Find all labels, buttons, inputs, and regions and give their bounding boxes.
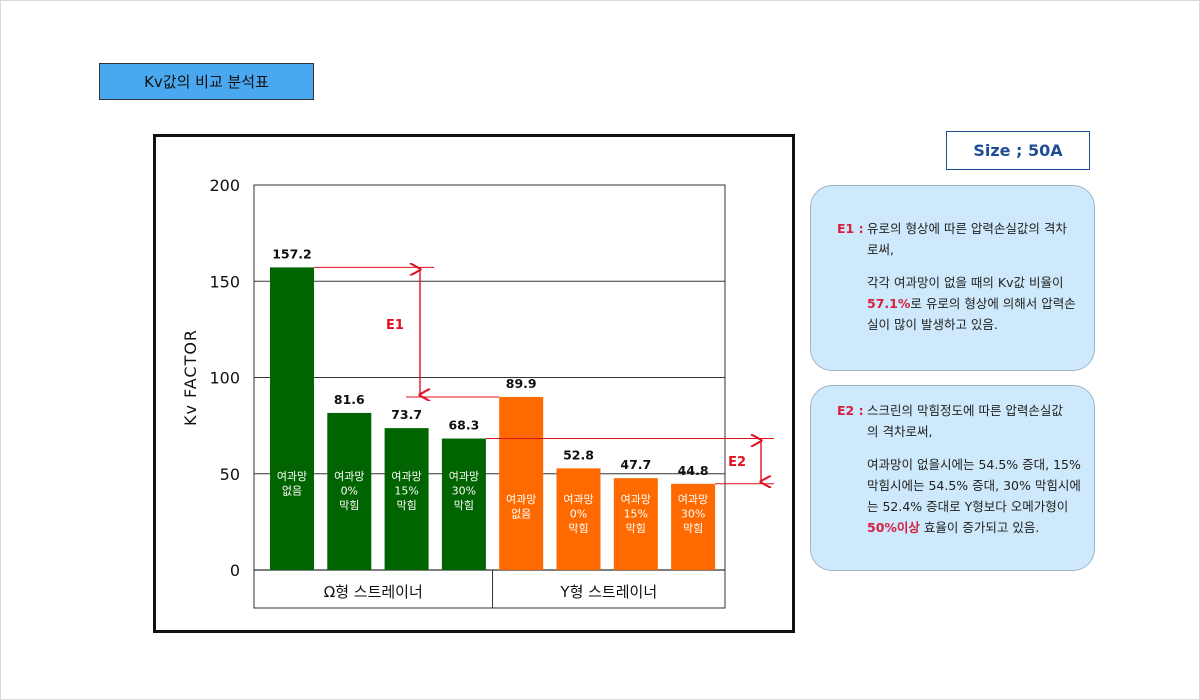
note-e1-header: E1 : 유로의 형상에 따른 압력손실값의 격차로써, [837,218,1072,260]
note-e2-body: 여과망이 없을시에는 54.5% 증대, 15% 막힘시에는 54.5% 증대,… [867,454,1082,538]
y-tick-label-0: 0 [230,561,240,580]
bar-category-label-7-2: 막힘 [683,522,703,535]
y-tick-label-2: 100 [209,369,240,388]
bar-value-label-2: 73.7 [391,407,422,422]
bar-2 [384,428,429,570]
bar-category-label-1-2: 막힘 [339,499,359,512]
bar-category-label-5-2: 막힘 [568,522,588,535]
note-e1-tag: E1 : [837,221,864,236]
e1-label: E1 [386,318,404,333]
bar-category-label-1-1: 0% [341,485,358,498]
bar-category-label-4-1: 없음 [511,508,531,521]
size-label-text: Size ; 50A [973,141,1063,160]
bar-category-label-3-1: 30% [452,485,476,498]
bar-4 [499,396,544,570]
bar-category-label-2-2: 막힘 [396,499,416,512]
note-e1-text-1: 각각 여과망이 없을 때의 Kv값 비율이 [867,275,1064,290]
group-label-0: Ω형 스트레이너 [324,583,423,601]
bar-category-label-5-0: 여과망 [563,493,593,506]
bar-value-label-0: 157.2 [272,246,312,261]
y-tick-label-1: 50 [220,465,240,484]
bar-category-label-1-0: 여과망 [334,470,364,483]
bar-5 [556,468,601,570]
bar-category-label-5-1: 0% [570,508,587,521]
bar-category-label-6-1: 15% [624,508,648,521]
bar-7 [671,483,716,570]
bar-category-label-0-1: 없음 [282,485,302,498]
bar-category-label-7-1: 30% [681,508,705,521]
bar-6 [613,478,658,570]
bar-category-label-3-2: 막힘 [454,499,474,512]
note-e2: E2 : 스크린의 막힘정도에 따른 압력손실값의 격차로써, 여과망이 없을시… [810,385,1095,571]
size-label: Size ; 50A [946,131,1090,170]
bar-category-label-6-2: 막힘 [626,522,646,535]
bar-category-label-2-0: 여과망 [391,470,421,483]
bar-0 [270,267,314,570]
y-tick-label-4: 200 [209,176,240,195]
bar-category-label-3-0: 여과망 [449,470,479,483]
page-title-text: Kv값의 비교 분석표 [144,73,269,91]
bar-value-label-4: 89.9 [506,376,537,391]
bar-category-label-7-0: 여과망 [678,493,708,506]
note-e1-title: 유로의 형상에 따른 압력손실값의 격차로써, [867,221,1067,257]
note-e1-highlight: 57.1% [867,296,911,311]
note-e2-highlight: 50%이상 [867,520,920,535]
bar-value-label-1: 81.6 [334,392,365,407]
chart-frame: 0 50 100 150 200 Kv FACTOR 157.2 여과망 없음 81.6 여과망 0%… [153,134,795,633]
note-e1-text-2: 로 유로의 형상에 의해서 압력손실이 많이 발생하고 있음. [867,296,1076,332]
bar-1 [327,412,372,570]
bar-value-label-6: 47.7 [620,457,651,472]
e2-label: E2 [728,455,746,470]
note-e2-header: E2 : 스크린의 막힘정도에 따른 압력손실값의 격차로써, [837,400,1072,442]
bar-value-label-3: 68.3 [448,418,479,433]
bar-category-label-2-1: 15% [394,485,418,498]
bar-value-label-7: 44.8 [678,463,709,478]
note-e2-text-1: 여과망이 없을시에는 54.5% 증대, 15% 막힘시에는 54.5% 증대,… [867,457,1081,514]
y-axis-label: Kv FACTOR [181,329,200,426]
note-e2-text-2: 효율이 증가되고 있음. [919,520,1040,535]
note-e1-body: 각각 여과망이 없을 때의 Kv값 비율이 57.1%로 유로의 형상에 의해서… [867,272,1082,335]
group-label-1: Y형 스트레이너 [559,583,657,601]
bar-category-label-4-0: 여과망 [506,493,536,506]
bar-3 [441,438,486,570]
bar-category-label-6-0: 여과망 [621,493,651,506]
note-e1: E1 : 유로의 형상에 따른 압력손실값의 격차로써, 각각 여과망이 없을 … [810,185,1095,371]
page-title: Kv값의 비교 분석표 [99,63,314,100]
note-e2-tag: E2 : [837,403,864,418]
bar-value-label-5: 52.8 [563,447,594,462]
bar-category-label-0-0: 여과망 [277,470,307,483]
note-e2-title: 스크린의 막힘정도에 따른 압력손실값의 격차로써, [867,403,1063,439]
plot-area [253,184,726,609]
y-tick-label-3: 150 [209,272,240,291]
